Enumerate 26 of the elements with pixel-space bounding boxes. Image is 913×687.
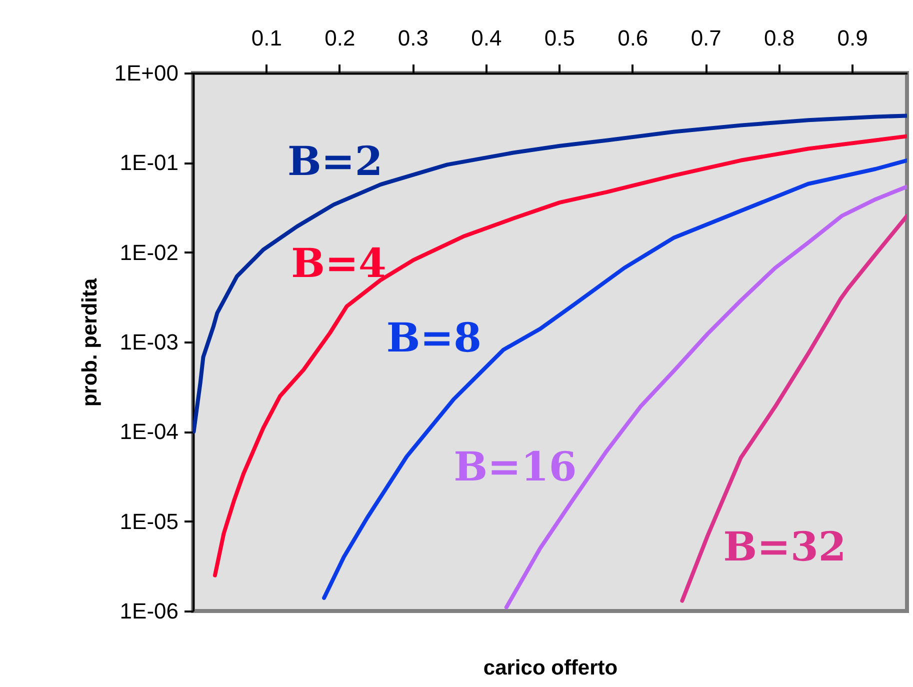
series-label: B=32 <box>723 523 846 570</box>
x-axis-title: carico offerto <box>483 656 618 680</box>
y-axis-title: prob. perdita <box>78 278 102 407</box>
y-tick-label: 1E-02 <box>120 240 178 265</box>
y-tick-label: 1E-05 <box>120 508 178 534</box>
series-label: B=8 <box>386 314 482 362</box>
series-label: B=2 <box>287 138 383 186</box>
line-series <box>193 114 907 434</box>
x-tick-label: 0.2 <box>324 26 356 50</box>
line-series <box>212 134 907 578</box>
y-tick-label: 1E-03 <box>120 330 178 354</box>
x-tick-label: 0.6 <box>618 26 648 50</box>
x-tick-label: 0.1 <box>251 26 282 50</box>
x-tick-label: 0.3 <box>398 26 428 50</box>
y-tick-label: 1E-01 <box>120 150 178 176</box>
x-tick-label: 0.9 <box>837 26 868 50</box>
y-tick-label: 1E+00 <box>114 60 178 86</box>
series-label: B=4 <box>291 240 386 288</box>
x-tick-label: 0.8 <box>764 26 795 50</box>
y-tick-label: 1E-04 <box>120 419 178 444</box>
x-tick-label: 0.7 <box>690 26 722 50</box>
x-tick-label: 0.5 <box>544 26 575 50</box>
x-tick-label: 0.4 <box>471 26 502 50</box>
series-label: B=16 <box>454 443 577 490</box>
y-tick-label: 1E-06 <box>120 598 178 624</box>
line-series <box>680 214 907 603</box>
